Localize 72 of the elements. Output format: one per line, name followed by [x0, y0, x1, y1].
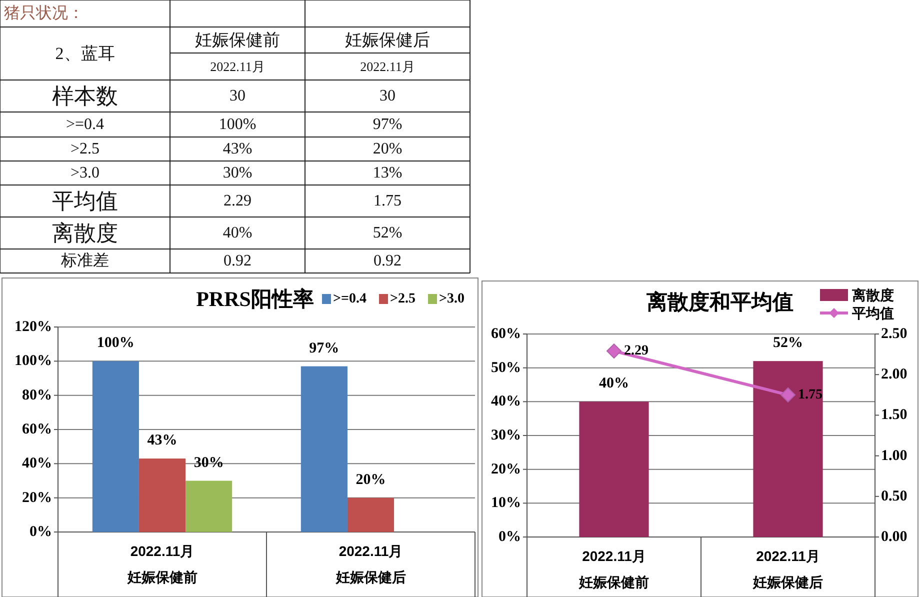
chart-title: PRRS阳性率	[196, 287, 314, 311]
chart-title: 离散度和平均值	[646, 290, 794, 314]
text: 1.75	[374, 192, 402, 210]
bar	[138, 458, 186, 532]
text: 0.92	[374, 252, 402, 270]
text: 13%	[372, 164, 402, 182]
data-label: 97%	[309, 340, 340, 356]
text: 猪只状况：	[4, 4, 84, 22]
data-label: 2.29	[624, 344, 648, 359]
x-tick-label: 2022.11月妊娠保健后	[334, 543, 406, 585]
data-label: 1.75	[798, 387, 822, 402]
text: >=0.4	[66, 116, 104, 133]
text: 100%	[218, 116, 256, 133]
legend-label: >2.5	[390, 292, 416, 306]
text: 40%	[222, 224, 252, 242]
text: 样本数	[52, 84, 118, 108]
y-tick-label: 40%	[491, 394, 521, 410]
text: 平均值	[52, 188, 118, 214]
bar	[347, 498, 394, 532]
y-tick-label: 0%	[30, 524, 52, 540]
y2-tick-label: 2.50	[881, 326, 908, 342]
legend-label: 平均值	[851, 305, 894, 321]
data-label: 43%	[147, 432, 178, 449]
y-tick-label: 20%	[491, 461, 521, 478]
y-tick-label: 0%	[498, 529, 521, 545]
text: >3.0	[70, 164, 100, 182]
bar	[92, 361, 139, 532]
y2-tick-label: 1.50	[881, 407, 908, 424]
legend-label: >3.0	[439, 292, 464, 306]
text: 2.29	[224, 192, 252, 210]
text: 43%	[222, 140, 252, 158]
y-tick-label: 20%	[22, 490, 52, 506]
y2-tick-label: 2.00	[881, 366, 908, 383]
y2-tick-label: 0.50	[881, 488, 908, 504]
text: 20%	[372, 140, 402, 158]
text: 2、蓝耳	[55, 44, 115, 63]
y-tick-label: 10%	[491, 495, 521, 512]
y-tick-label: 80%	[22, 387, 52, 404]
text: >2.5	[70, 140, 100, 158]
x-tick-label: 2022.11月妊娠保健前	[578, 548, 649, 590]
text: 52%	[372, 224, 402, 242]
text: 30%	[222, 164, 252, 182]
data-label: 52%	[773, 335, 803, 352]
text: 妊娠保健后	[345, 30, 430, 50]
text: 标准差	[60, 252, 109, 270]
text: 30	[380, 88, 396, 104]
data-label: 20%	[356, 472, 386, 488]
y2-tick-label: 1.00	[881, 448, 908, 464]
y-tick-label: 60%	[491, 326, 521, 342]
text: 2022.11月	[360, 59, 415, 74]
text: 97%	[372, 116, 402, 133]
y-tick-label: 40%	[22, 456, 52, 472]
y-tick-label: 50%	[491, 360, 521, 376]
y-tick-label: 60%	[22, 422, 52, 438]
bar	[186, 480, 232, 532]
x-tick-label: 2022.11月妊娠保健前	[126, 543, 198, 585]
x-tick-label: 2022.11月妊娠保健后	[752, 548, 823, 590]
text: 30	[230, 88, 246, 104]
data-label: 100%	[96, 335, 134, 352]
legend-label: >=0.4	[333, 292, 366, 306]
y-tick-label: 30%	[491, 428, 521, 444]
data-label: 30%	[194, 454, 224, 471]
y2-tick-label: 0.00	[881, 529, 908, 545]
text: 2022.11月	[210, 59, 265, 74]
y-tick-label: 100%	[14, 353, 52, 370]
text: 离散度	[52, 220, 118, 246]
text: 妊娠保健前	[195, 30, 280, 50]
bar	[300, 366, 348, 532]
legend-label: 离散度	[851, 287, 894, 303]
text: 0.92	[224, 252, 252, 270]
y-tick-label: 120%	[14, 319, 52, 335]
data-label: 40%	[599, 376, 629, 392]
